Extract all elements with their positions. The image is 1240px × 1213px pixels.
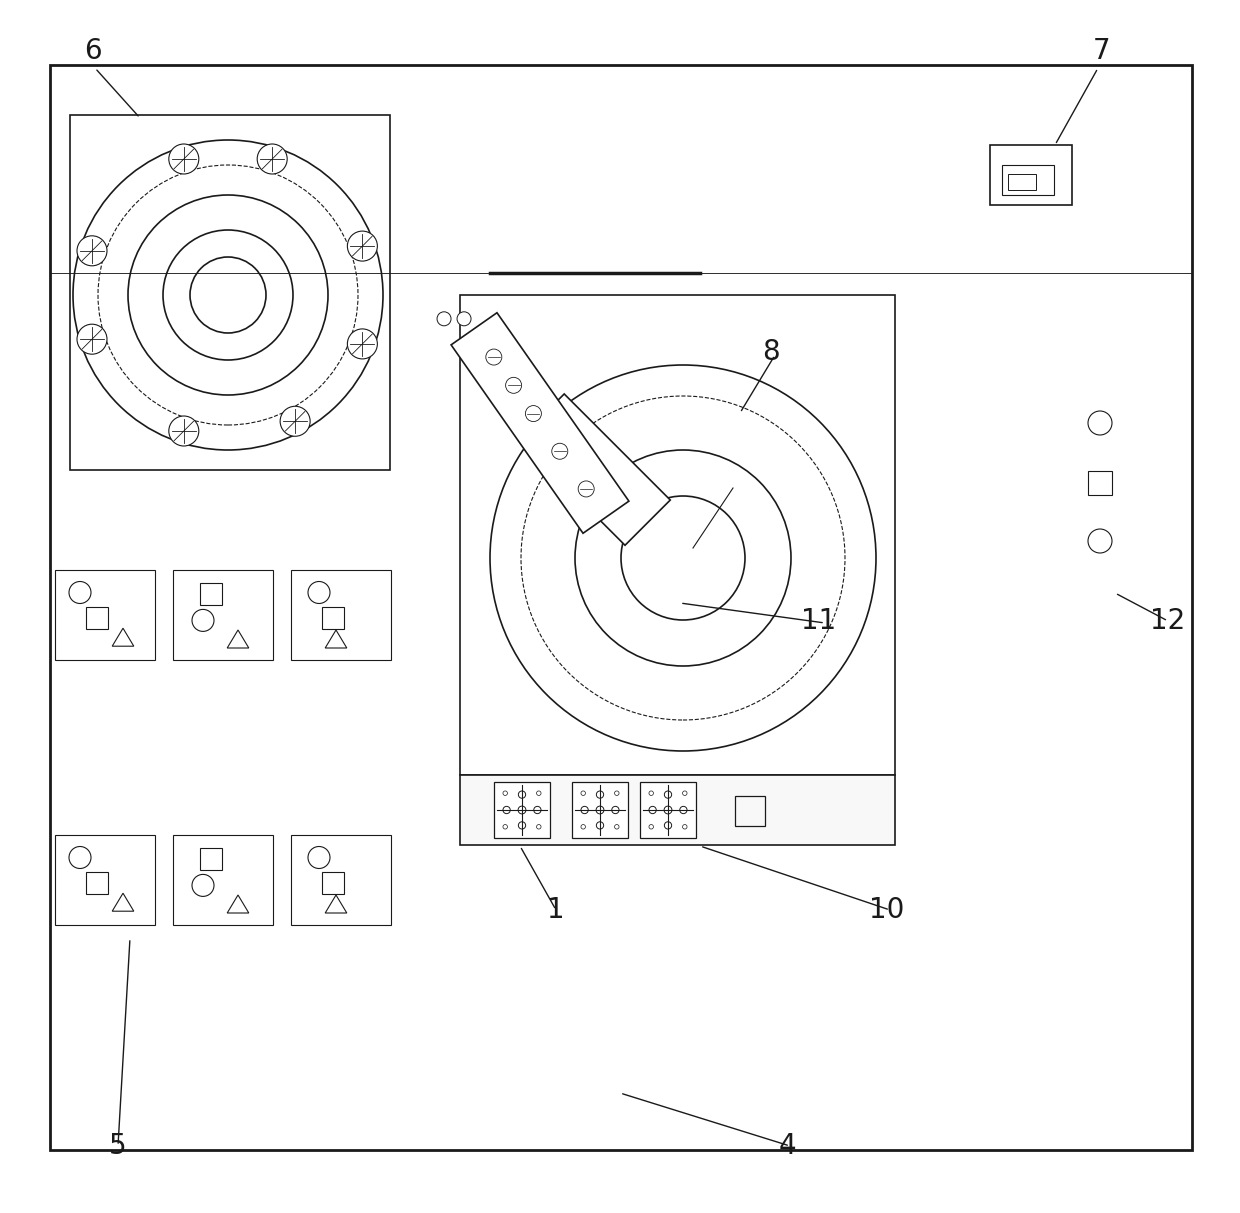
Bar — [55, 835, 155, 926]
Circle shape — [526, 405, 542, 422]
Bar — [990, 146, 1073, 205]
Circle shape — [169, 144, 198, 173]
Bar — [174, 835, 273, 926]
Circle shape — [615, 791, 619, 796]
Circle shape — [503, 791, 507, 796]
Bar — [174, 570, 273, 660]
Circle shape — [436, 312, 451, 326]
Polygon shape — [460, 775, 895, 845]
Circle shape — [665, 807, 672, 814]
Bar — [640, 782, 696, 838]
Polygon shape — [520, 394, 671, 546]
Circle shape — [506, 377, 522, 393]
Bar — [86, 606, 108, 628]
Circle shape — [280, 406, 310, 437]
Bar — [55, 570, 155, 660]
Circle shape — [596, 791, 604, 798]
Circle shape — [682, 791, 687, 796]
Circle shape — [537, 825, 541, 828]
Circle shape — [615, 825, 619, 828]
Bar — [322, 872, 343, 894]
Bar — [1008, 173, 1035, 190]
Circle shape — [347, 232, 377, 261]
Circle shape — [665, 821, 672, 828]
Text: 11: 11 — [801, 606, 836, 636]
Circle shape — [257, 144, 288, 173]
Circle shape — [169, 416, 198, 446]
Circle shape — [486, 349, 502, 365]
Bar — [572, 782, 627, 838]
Circle shape — [347, 329, 377, 359]
Bar — [200, 848, 222, 870]
Bar — [1002, 165, 1054, 195]
Circle shape — [596, 821, 604, 828]
Text: 7: 7 — [1092, 36, 1110, 66]
Circle shape — [552, 443, 568, 460]
Circle shape — [649, 807, 656, 814]
Text: 12: 12 — [1151, 606, 1185, 636]
Bar — [1087, 471, 1112, 495]
Text: 8: 8 — [763, 337, 780, 366]
Circle shape — [596, 807, 604, 814]
Circle shape — [458, 312, 471, 326]
Circle shape — [518, 807, 526, 814]
Circle shape — [578, 480, 594, 497]
Circle shape — [649, 825, 653, 828]
Bar — [291, 570, 391, 660]
Circle shape — [537, 791, 541, 796]
Bar — [322, 606, 343, 628]
Circle shape — [503, 825, 507, 828]
Circle shape — [582, 791, 585, 796]
Bar — [735, 796, 765, 826]
Bar — [494, 782, 551, 838]
Text: 1: 1 — [547, 895, 564, 924]
Circle shape — [533, 807, 541, 814]
Circle shape — [665, 791, 672, 798]
Bar — [200, 583, 222, 605]
Circle shape — [518, 821, 526, 828]
Circle shape — [680, 807, 687, 814]
Text: 5: 5 — [109, 1132, 126, 1161]
Circle shape — [503, 807, 510, 814]
Circle shape — [582, 807, 588, 814]
Polygon shape — [451, 313, 629, 534]
Circle shape — [682, 825, 687, 828]
Text: 6: 6 — [84, 36, 102, 66]
Circle shape — [611, 807, 619, 814]
Circle shape — [77, 324, 107, 354]
Circle shape — [77, 235, 107, 266]
Text: 4: 4 — [779, 1132, 796, 1161]
Bar — [291, 835, 391, 926]
Text: 10: 10 — [869, 895, 904, 924]
Circle shape — [582, 825, 585, 828]
Circle shape — [518, 791, 526, 798]
Circle shape — [649, 791, 653, 796]
Bar — [86, 872, 108, 894]
